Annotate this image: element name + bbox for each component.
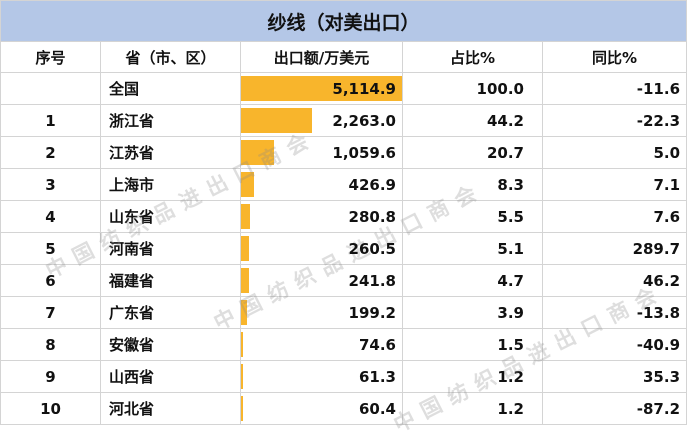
yoy-cell: -87.2 [541,392,687,425]
export-value: 241.8 [348,271,396,290]
data-bar [241,396,243,421]
export-value: 61.3 [358,367,396,386]
export-value-cell: 260.5 [240,232,403,265]
export-value: 199.2 [348,303,396,322]
share-cell: 4.7 [402,264,543,297]
yoy-cell: 289.7 [541,232,687,265]
rank-cell: 1 [0,104,101,137]
table-row: 1 浙江省 2,263.0 44.2 -22.3 [0,104,687,137]
yoy-cell: 5.0 [541,136,687,169]
export-value-cell: 60.4 [240,392,403,425]
yoy-cell: 7.6 [541,200,687,233]
table-row: 3 上海市 426.9 8.3 7.1 [0,168,687,201]
header-province: 省（市、区） [100,41,241,73]
export-value-cell: 61.3 [240,360,403,393]
share-cell: 100.0 [402,72,543,105]
province-cell: 江苏省 [100,136,241,169]
export-value: 280.8 [348,207,396,226]
yoy-cell: 7.1 [541,168,687,201]
table-row: 4 山东省 280.8 5.5 7.6 [0,200,687,233]
province-cell: 河南省 [100,232,241,265]
share-cell: 5.1 [402,232,543,265]
province-cell: 福建省 [100,264,241,297]
share-cell: 1.5 [402,328,543,361]
rank-cell: 6 [0,264,101,297]
province-cell: 浙江省 [100,104,241,137]
share-cell: 20.7 [402,136,543,169]
export-value: 426.9 [348,175,396,194]
data-bar [241,268,249,293]
share-cell: 1.2 [402,392,543,425]
share-cell: 3.9 [402,296,543,329]
data-bar [241,204,250,229]
rank-cell [0,72,101,105]
table-row: 10 河北省 60.4 1.2 -87.2 [0,392,687,425]
header-value: 出口额/万美元 [240,41,403,73]
export-value-cell: 5,114.9 [240,72,403,105]
province-cell: 上海市 [100,168,241,201]
yoy-cell: -11.6 [541,72,687,105]
rank-cell: 8 [0,328,101,361]
yoy-cell: -13.8 [541,296,687,329]
share-cell: 5.5 [402,200,543,233]
data-bar [241,364,243,389]
data-bar [241,140,275,165]
export-value-cell: 1,059.6 [240,136,403,169]
table-row: 5 河南省 260.5 5.1 289.7 [0,232,687,265]
rank-cell: 4 [0,200,101,233]
rank-cell: 10 [0,392,101,425]
table-row: 9 山西省 61.3 1.2 35.3 [0,360,687,393]
data-bar [241,300,248,325]
table-row: 7 广东省 199.2 3.9 -13.8 [0,296,687,329]
export-value: 260.5 [348,239,396,258]
export-value: 2,263.0 [332,111,396,130]
share-cell: 8.3 [402,168,543,201]
province-cell: 全国 [100,72,241,105]
export-value-cell: 74.6 [240,328,403,361]
export-value-cell: 426.9 [240,168,403,201]
header-row: 序号 省（市、区） 出口额/万美元 占比% 同比% [0,41,687,73]
share-cell: 44.2 [402,104,543,137]
rank-cell: 3 [0,168,101,201]
data-bar [241,332,244,357]
yoy-cell: 35.3 [541,360,687,393]
data-bar [241,172,255,197]
export-value-cell: 280.8 [240,200,403,233]
province-cell: 安徽省 [100,328,241,361]
rank-cell: 7 [0,296,101,329]
table-row: 全国 5,114.9 100.0 -11.6 [0,72,687,105]
share-cell: 1.2 [402,360,543,393]
yoy-cell: -22.3 [541,104,687,137]
table-title: 纱线（对美出口） [0,0,687,42]
export-value-cell: 2,263.0 [240,104,403,137]
export-value-cell: 199.2 [240,296,403,329]
header-rank: 序号 [0,41,101,73]
export-table: 纱线（对美出口） 序号 省（市、区） 出口额/万美元 占比% 同比% 全国 5,1… [0,0,687,425]
rank-cell: 2 [0,136,101,169]
table-row: 2 江苏省 1,059.6 20.7 5.0 [0,136,687,169]
data-bar [241,76,402,101]
data-bar [241,236,250,261]
province-cell: 广东省 [100,296,241,329]
province-cell: 山东省 [100,200,241,233]
export-value: 60.4 [358,399,396,418]
header-yoy: 同比% [541,41,687,73]
table-row: 6 福建省 241.8 4.7 46.2 [0,264,687,297]
table-row: 8 安徽省 74.6 1.5 -40.9 [0,328,687,361]
data-bar [241,108,313,133]
export-value: 1,059.6 [332,143,396,162]
export-value: 5,114.9 [332,79,396,98]
export-value-cell: 241.8 [240,264,403,297]
yoy-cell: -40.9 [541,328,687,361]
rank-cell: 5 [0,232,101,265]
yoy-cell: 46.2 [541,264,687,297]
title-row: 纱线（对美出口） [0,0,687,42]
export-value: 74.6 [358,335,396,354]
province-cell: 山西省 [100,360,241,393]
header-share: 占比% [402,41,543,73]
rank-cell: 9 [0,360,101,393]
province-cell: 河北省 [100,392,241,425]
